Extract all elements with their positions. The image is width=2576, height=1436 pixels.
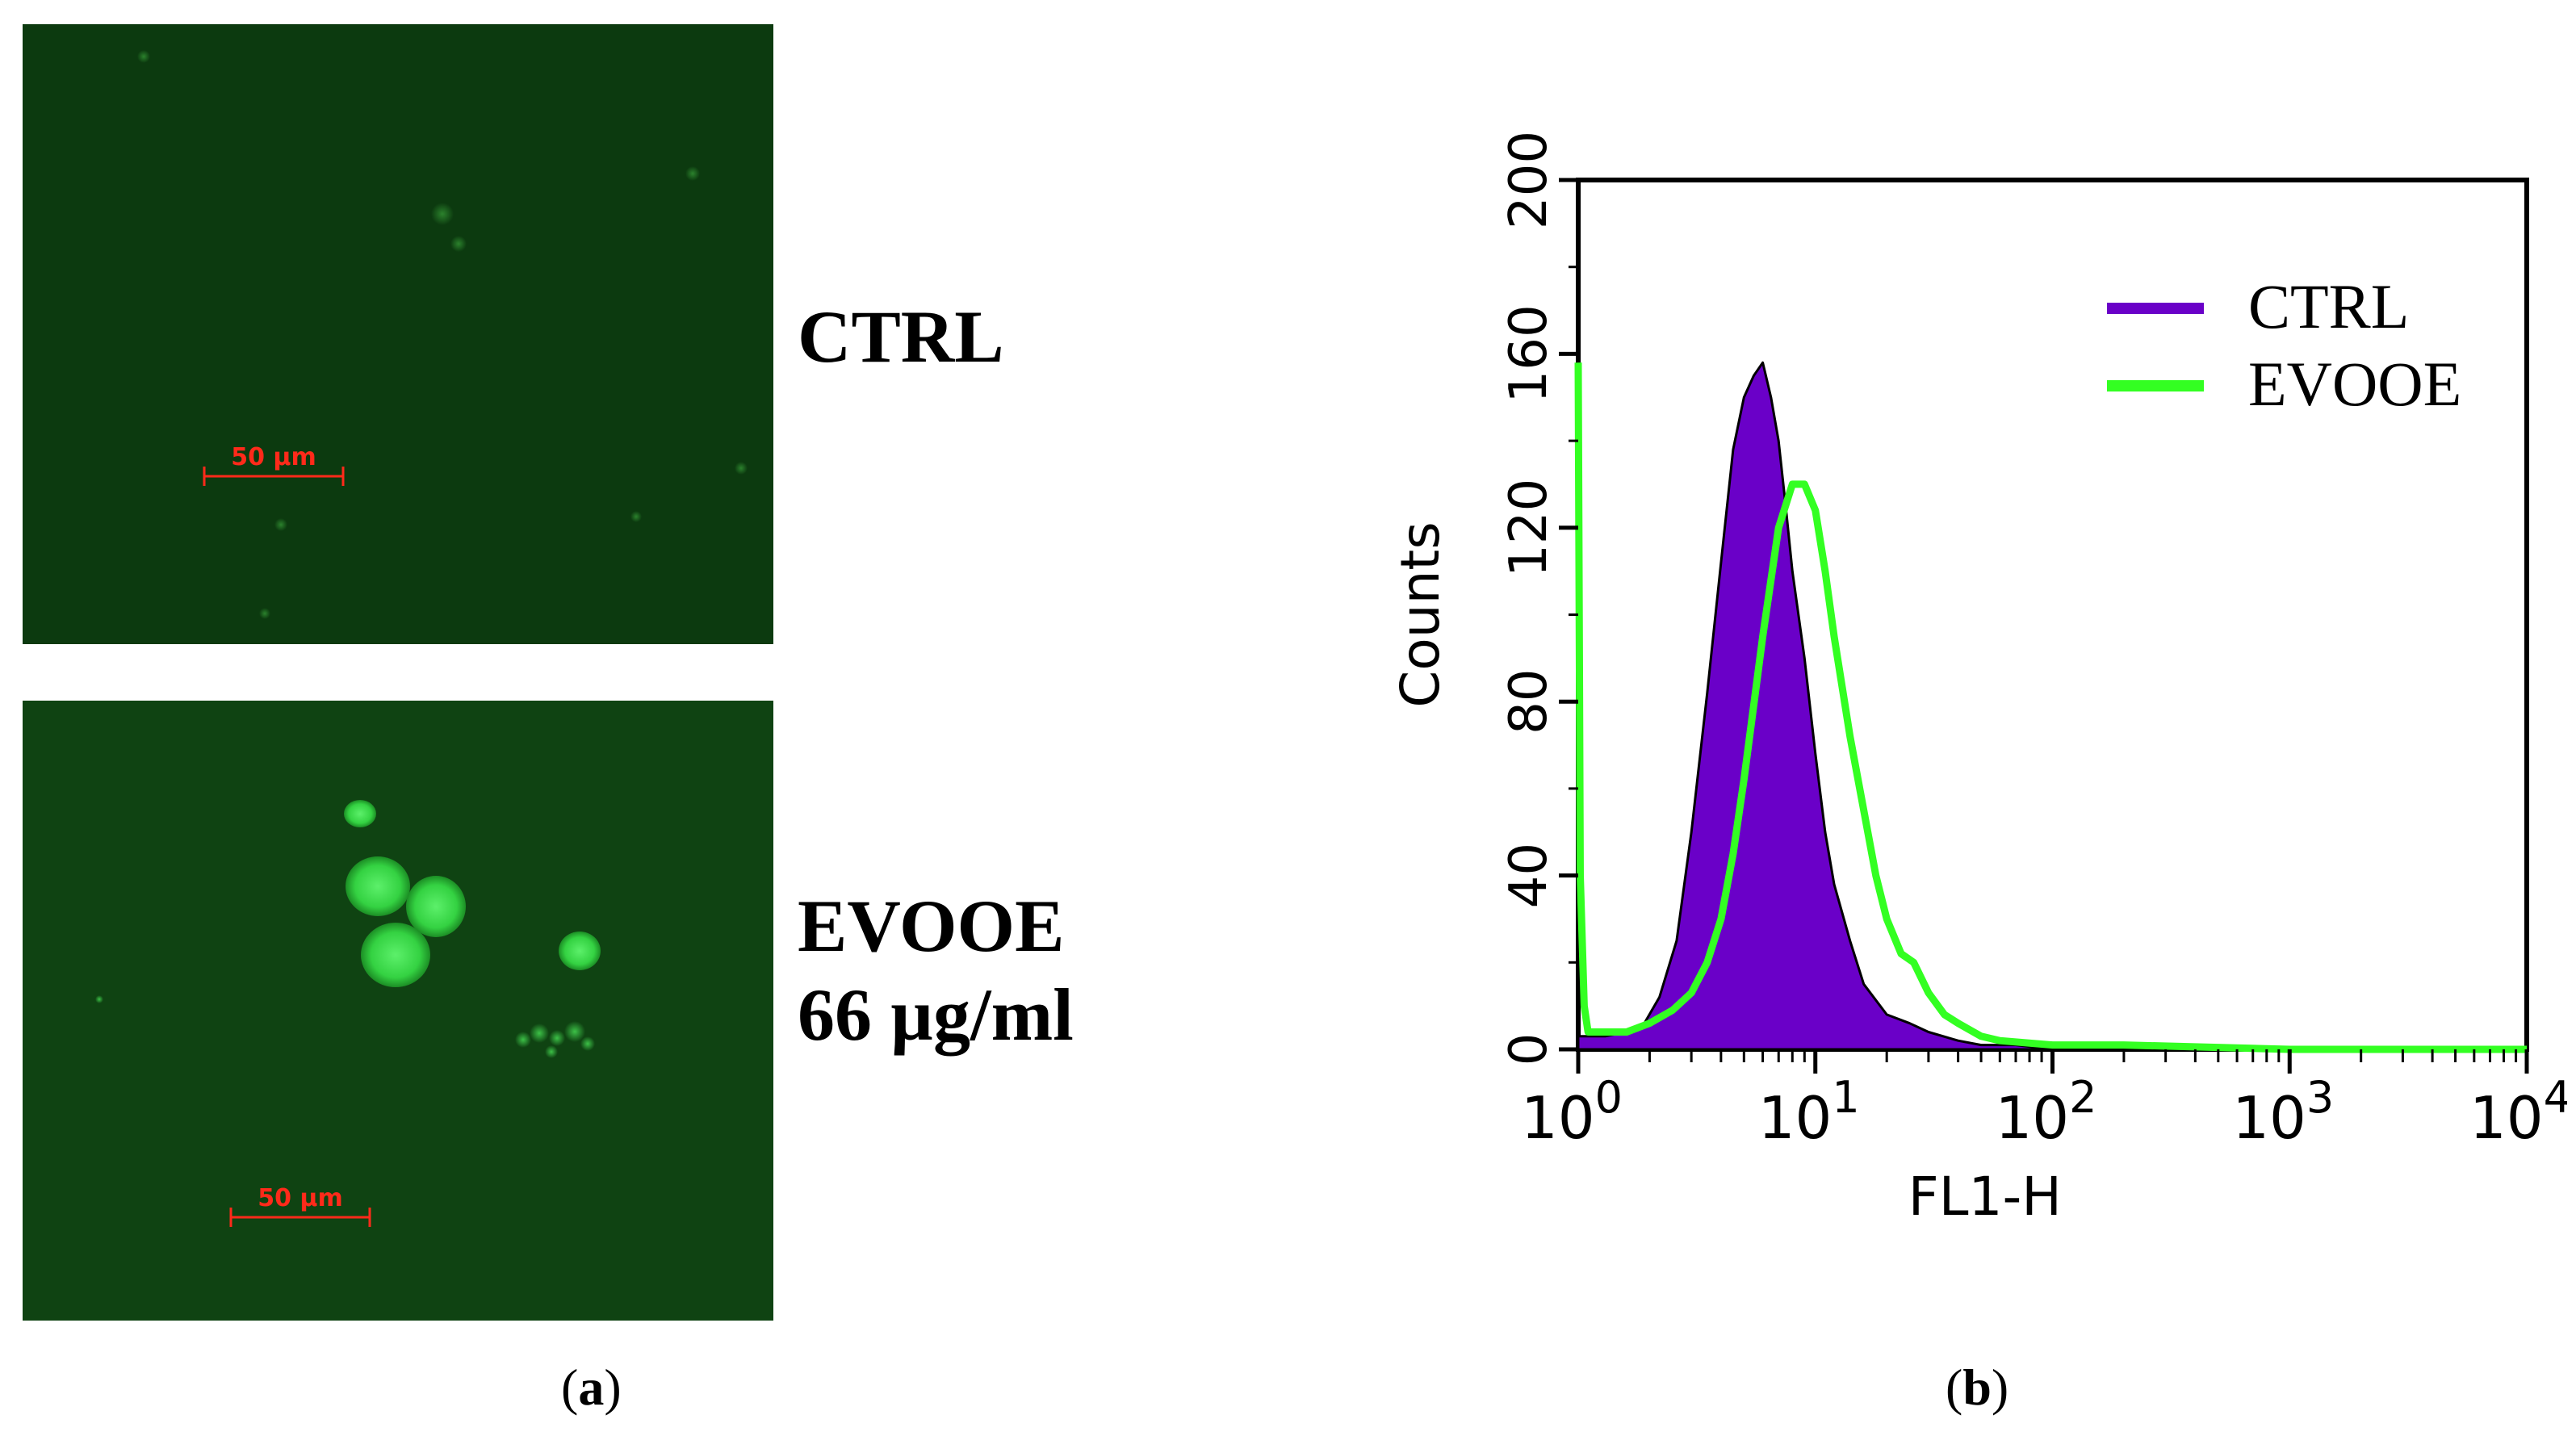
debris-speck [259, 608, 270, 619]
micrograph-ctrl: 50 µm [23, 24, 773, 644]
x-tick-label: 101 [1758, 1072, 1860, 1152]
legend: CTRL EVOOE [2107, 271, 2461, 419]
condition-evooe-concentration: 66 µg/ml [798, 973, 1074, 1057]
x-tick-label: 104 [2469, 1072, 2567, 1152]
scale-bar-label: 50 µm [231, 443, 316, 471]
debris-speck [274, 518, 287, 531]
scale-bar-label: 50 µm [258, 1184, 343, 1212]
scale-bar: 50 µm [203, 443, 345, 486]
apoptotic-cell [346, 856, 410, 916]
condition-evooe-text: EVOOE [798, 885, 1065, 967]
debris-speck [95, 995, 103, 1003]
x-tick-label: 100 [1521, 1072, 1623, 1152]
panel-label-a: (a) [561, 1359, 622, 1416]
y-tick-label: 200 [1499, 131, 1559, 229]
micrograph-ctrl-image: 50 µm [23, 24, 773, 644]
series-evooe [1574, 362, 2527, 1053]
y-tick-label: 80 [1499, 668, 1559, 734]
legend-label-evooe: EVOOE [2248, 349, 2461, 419]
flow-cytometry-histogram: 0 40 80 120 160 200 100 101 102 103 104 Counts FL… [1389, 131, 2567, 1228]
condition-label-ctrl: CTRL [798, 292, 1004, 381]
debris-speck [685, 166, 700, 181]
apoptotic-cell [406, 876, 466, 937]
plot-area [1574, 178, 2529, 1053]
debris-speck [735, 462, 748, 475]
micrograph-evooe: 50 µm [23, 701, 773, 1321]
y-axis-label: Counts [1389, 521, 1451, 707]
cell-fragments [515, 1021, 595, 1058]
panel-label-b: (b) [1946, 1359, 2009, 1416]
debris-speck [450, 236, 467, 252]
condition-label-evooe: EVOOE 66 µg/ml [798, 881, 1074, 1060]
legend-label-ctrl: CTRL [2248, 271, 2409, 341]
debris-speck [431, 203, 454, 225]
scale-bar: 50 µm [229, 1184, 371, 1227]
y-tick-label: 0 [1499, 1033, 1559, 1066]
x-tick-label: 102 [1996, 1072, 2097, 1152]
x-tick-label: 103 [2232, 1072, 2334, 1152]
x-axis-label: FL1-H [1908, 1166, 2062, 1228]
y-axis: 0 40 80 120 160 200 [1499, 131, 1578, 1065]
series-ctrl [1577, 361, 2528, 1051]
x-axis: 100 101 102 103 104 [1521, 1049, 2567, 1152]
apoptotic-cell [361, 923, 430, 987]
apoptotic-cell [344, 800, 376, 827]
y-tick-label: 160 [1499, 304, 1559, 403]
debris-speck [137, 50, 150, 63]
apoptotic-cell [559, 932, 601, 970]
y-tick-label: 40 [1499, 843, 1559, 908]
y-tick-label: 120 [1499, 479, 1559, 577]
micrograph-evooe-image: 50 µm [23, 701, 773, 1321]
condition-ctrl-text: CTRL [798, 295, 1004, 378]
debris-speck [630, 511, 642, 522]
